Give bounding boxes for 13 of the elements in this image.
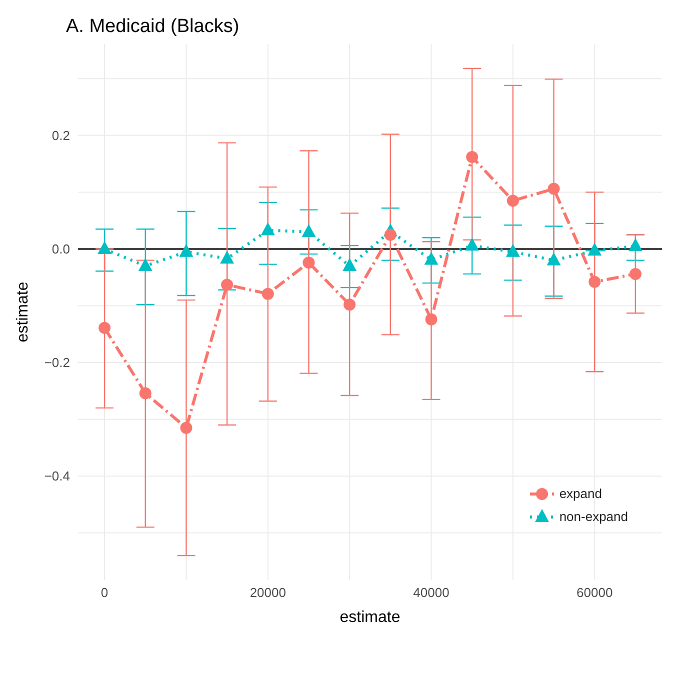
x-tick-label: 60000 bbox=[576, 585, 613, 600]
x-tick-label: 0 bbox=[100, 585, 108, 600]
y-tick-label: −0.4 bbox=[44, 468, 70, 484]
y-tick-label: 0.2 bbox=[52, 128, 70, 144]
legend-label: non-expand bbox=[559, 509, 628, 524]
legend-label: expand bbox=[559, 486, 602, 501]
y-axis-title: estimate bbox=[14, 282, 32, 342]
chart-title: A. Medicaid (Blacks) bbox=[66, 16, 240, 38]
x-tick-label: 20000 bbox=[250, 585, 286, 600]
x-tick-label: 40000 bbox=[413, 585, 450, 600]
y-tick-label: −0.2 bbox=[44, 355, 70, 370]
y-tick-label: 0.0 bbox=[52, 242, 70, 257]
x-axis-title: estimate bbox=[340, 609, 400, 626]
